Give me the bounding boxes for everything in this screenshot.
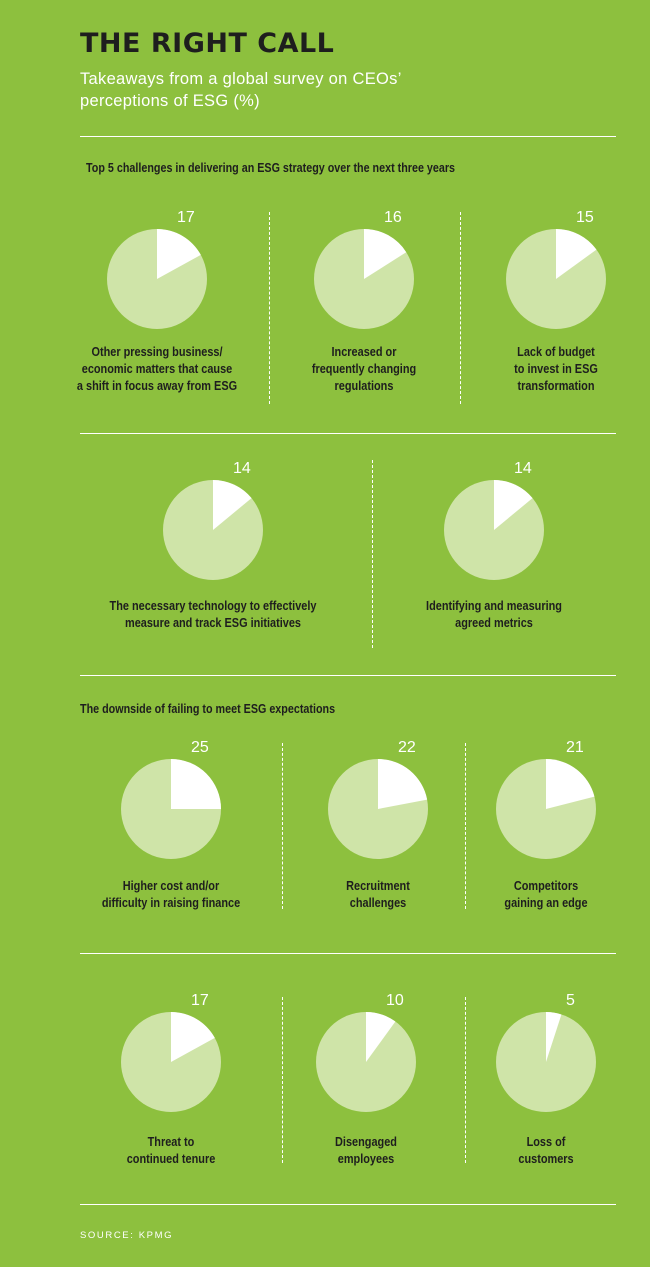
divider-bottom [80, 1204, 616, 1205]
page-title: THE RIGHT CALL [80, 28, 335, 59]
source-note: SOURCE: KPMG [80, 1230, 174, 1241]
pie-value-label: 10 [386, 992, 404, 1009]
pie-value-label: 21 [566, 739, 584, 756]
pie-value-slice [171, 759, 221, 809]
pie-value-label: 22 [398, 739, 416, 756]
column-divider [460, 212, 461, 404]
pie-value-slice [556, 229, 597, 279]
pie-category-label: Other pressing business/ economic matter… [76, 344, 238, 393]
column-divider [282, 997, 283, 1163]
pie-value-slice [157, 229, 201, 279]
page-subtitle: Takeaways from a global survey on CEOs’ … [80, 70, 402, 110]
pie-value-label: 5 [566, 992, 575, 1009]
pie-category-label: Identifying and measuring agreed metrics [426, 598, 562, 630]
pie-category-label: Competitors gaining an edge [504, 878, 588, 910]
pie-value-label: 25 [191, 739, 209, 756]
pie-category-label: Higher cost and/or difficulty in raising… [101, 878, 241, 910]
pie-value-label: 14 [514, 460, 532, 477]
column-divider [465, 743, 466, 909]
column-divider [282, 743, 283, 909]
pie-value-label: 14 [233, 460, 251, 477]
pie-value-slice [546, 1012, 562, 1062]
pie-value-label: 16 [384, 209, 402, 226]
pie-category-label: Increased or frequently changing regulat… [311, 344, 417, 393]
pie-value-slice [494, 480, 533, 530]
divider-challenges-rows [80, 433, 616, 434]
pie-value-slice [171, 1012, 215, 1062]
divider-sections [80, 675, 616, 676]
pie-value-slice [213, 480, 252, 530]
pie-category-label: Recruitment challenges [346, 878, 410, 910]
section-title-challenges: Top 5 challenges in delivering an ESG st… [86, 161, 456, 175]
pie-value-slice [546, 759, 595, 809]
pie-category-label: Loss of customers [518, 1134, 574, 1166]
pie-value-slice [366, 1012, 396, 1062]
divider-downside-rows [80, 953, 616, 954]
section-title-downside: The downside of failing to meet ESG expe… [80, 702, 336, 716]
pie-value-label: 17 [191, 992, 209, 1009]
pie-category-label: Lack of budget to invest in ESG transfor… [514, 344, 598, 393]
pie-category-label: Threat to continued tenure [126, 1134, 216, 1166]
pie-value-label: 17 [177, 209, 195, 226]
divider-top [80, 136, 616, 137]
pie-category-label: The necessary technology to effectively … [109, 598, 317, 630]
column-divider [465, 997, 466, 1163]
pie-value-label: 15 [576, 209, 594, 226]
pie-value-slice [364, 229, 407, 279]
column-divider [269, 212, 270, 404]
pie-value-slice [378, 759, 428, 809]
pie-category-label: Disengaged employees [335, 1134, 397, 1166]
column-divider [372, 460, 373, 648]
